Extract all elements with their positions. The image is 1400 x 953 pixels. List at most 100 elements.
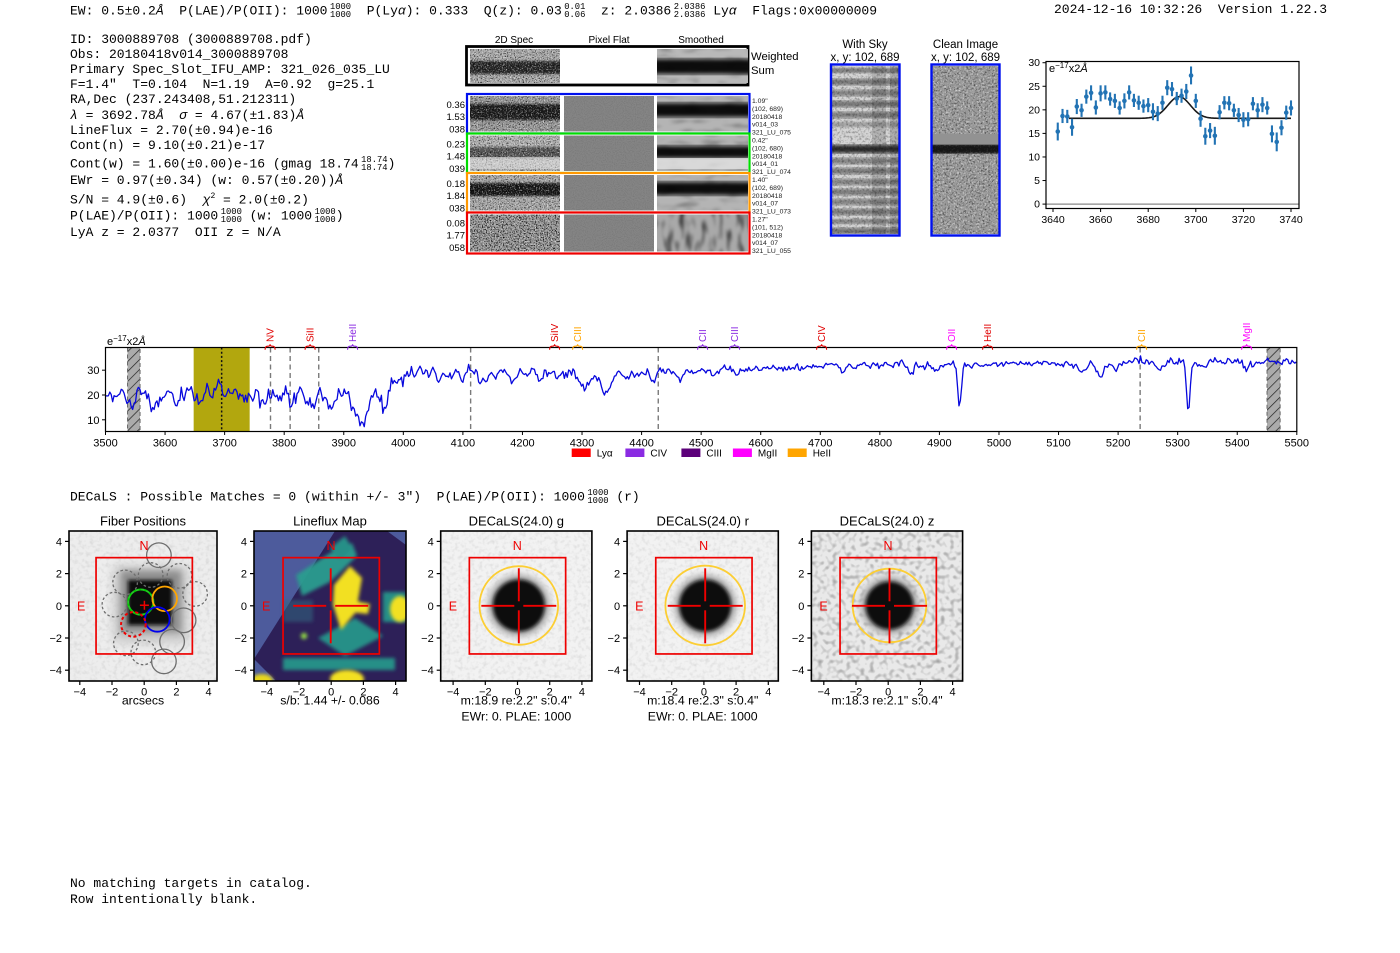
svg-text:4500: 4500	[689, 438, 713, 450]
svg-text:4: 4	[241, 536, 247, 548]
svg-text:4: 4	[393, 687, 399, 699]
svg-text:x, y: 102, 689: x, y: 102, 689	[830, 52, 899, 64]
svg-text:−2: −2	[106, 687, 119, 699]
svg-text:5200: 5200	[1106, 438, 1130, 450]
svg-text:3640: 3640	[1041, 214, 1065, 226]
svg-text:DECaLS(24.0) g: DECaLS(24.0) g	[469, 514, 564, 529]
svg-text:0: 0	[141, 687, 147, 699]
svg-text:MgII: MgII	[758, 449, 777, 460]
svg-text:−2: −2	[234, 633, 247, 645]
svg-text:CIV: CIV	[817, 325, 828, 342]
svg-text:Fiber Positions: Fiber Positions	[100, 514, 186, 529]
svg-text:HeII: HeII	[983, 324, 994, 342]
svg-text:−4: −4	[447, 687, 460, 699]
svg-text:20: 20	[1028, 104, 1040, 116]
svg-text:SiII: SiII	[306, 328, 317, 342]
svg-text:20: 20	[87, 390, 99, 402]
svg-text:4: 4	[206, 687, 212, 699]
svg-text:(102, 689): (102, 689)	[752, 185, 783, 192]
svg-text:0: 0	[885, 687, 891, 699]
svg-text:e−17x2Å: e−17x2Å	[1049, 61, 1088, 75]
svg-text:10: 10	[1028, 151, 1040, 163]
svg-text:N: N	[513, 539, 522, 553]
svg-text:25: 25	[1028, 81, 1040, 93]
svg-text:−2: −2	[49, 633, 62, 645]
svg-text:0: 0	[328, 687, 334, 699]
svg-text:0: 0	[514, 687, 520, 699]
svg-text:20180418: 20180418	[752, 193, 782, 200]
svg-text:15: 15	[1028, 128, 1040, 140]
svg-text:CIII: CIII	[573, 326, 584, 342]
svg-text:v014_07: v014_07	[752, 240, 778, 247]
svg-text:Weighted: Weighted	[751, 51, 799, 63]
svg-text:2: 2	[241, 569, 247, 581]
svg-text:0: 0	[241, 601, 247, 613]
svg-text:CII: CII	[1137, 329, 1148, 342]
svg-text:3700: 3700	[1184, 214, 1208, 226]
svg-text:321_LU_075: 321_LU_075	[752, 130, 791, 137]
svg-text:1.48: 1.48	[447, 152, 466, 163]
svg-text:0.08: 0.08	[447, 219, 466, 230]
svg-text:4800: 4800	[868, 438, 892, 450]
svg-text:−4: −4	[421, 665, 434, 677]
svg-text:3900: 3900	[332, 438, 356, 450]
svg-text:038: 038	[449, 124, 465, 135]
svg-text:2: 2	[917, 687, 923, 699]
svg-text:2: 2	[547, 687, 553, 699]
svg-text:1.53: 1.53	[447, 112, 466, 123]
svg-text:2: 2	[614, 569, 620, 581]
svg-text:3660: 3660	[1089, 214, 1113, 226]
svg-text:2: 2	[173, 687, 179, 699]
svg-text:4900: 4900	[927, 438, 951, 450]
svg-text:0.42": 0.42"	[752, 138, 768, 145]
svg-text:1.09": 1.09"	[752, 98, 768, 105]
svg-text:(102, 689): (102, 689)	[752, 106, 783, 113]
svg-text:Smoothed: Smoothed	[678, 35, 724, 46]
svg-text:HeII: HeII	[348, 324, 359, 342]
svg-text:EWr: 0. PLAE: 1000: EWr: 0. PLAE: 1000	[648, 710, 758, 724]
svg-text:2: 2	[428, 569, 434, 581]
svg-text:DECaLS(24.0) z: DECaLS(24.0) z	[840, 514, 935, 529]
svg-text:5: 5	[1034, 175, 1040, 187]
svg-text:4200: 4200	[510, 438, 534, 450]
svg-text:2: 2	[56, 569, 62, 581]
svg-text:N: N	[326, 539, 335, 553]
svg-text:−4: −4	[633, 687, 646, 699]
svg-text:(102, 680): (102, 680)	[752, 145, 783, 152]
svg-text:m:18.4 re:2.3" s:0.4": m:18.4 re:2.3" s:0.4"	[647, 694, 758, 708]
svg-text:4700: 4700	[808, 438, 832, 450]
svg-text:−4: −4	[792, 665, 805, 677]
svg-text:3740: 3740	[1279, 214, 1303, 226]
svg-text:321_LU_074: 321_LU_074	[752, 169, 791, 176]
svg-text:−2: −2	[850, 687, 863, 699]
svg-text:038: 038	[449, 203, 465, 214]
svg-text:1.27": 1.27"	[752, 217, 768, 224]
svg-text:v014_01: v014_01	[752, 161, 778, 168]
svg-text:2: 2	[733, 687, 739, 699]
svg-text:3800: 3800	[272, 438, 296, 450]
svg-text:OII: OII	[947, 329, 958, 342]
svg-text:4: 4	[56, 536, 62, 548]
svg-text:−4: −4	[74, 687, 87, 699]
svg-text:With Sky: With Sky	[842, 39, 888, 51]
svg-text:CIII: CIII	[706, 449, 722, 460]
svg-text:3600: 3600	[153, 438, 177, 450]
svg-text:Pixel Flat: Pixel Flat	[588, 35, 629, 46]
svg-text:0: 0	[614, 601, 620, 613]
svg-text:4: 4	[950, 687, 956, 699]
svg-text:321_LU_055: 321_LU_055	[752, 248, 791, 255]
svg-text:20180418: 20180418	[752, 114, 782, 121]
svg-text:5500: 5500	[1285, 438, 1309, 450]
svg-text:4: 4	[579, 687, 585, 699]
svg-text:−4: −4	[234, 665, 247, 677]
svg-text:4: 4	[798, 536, 804, 548]
svg-text:1.84: 1.84	[447, 191, 466, 202]
svg-text:0: 0	[1034, 199, 1040, 211]
svg-text:DECaLS(24.0) r: DECaLS(24.0) r	[656, 514, 749, 529]
svg-text:−4: −4	[608, 665, 621, 677]
svg-text:5000: 5000	[987, 438, 1011, 450]
svg-text:0: 0	[798, 601, 804, 613]
svg-text:v014_07: v014_07	[752, 201, 778, 208]
svg-text:4100: 4100	[451, 438, 475, 450]
svg-text:4: 4	[765, 687, 771, 699]
